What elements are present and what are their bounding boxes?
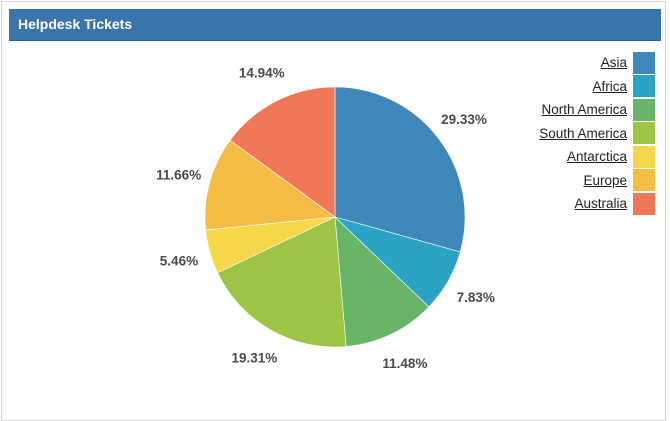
- legend-label[interactable]: Asia: [600, 55, 627, 71]
- legend-label[interactable]: Antarctica: [566, 149, 627, 165]
- pie-percent-label: 19.31%: [231, 351, 277, 366]
- legend-swatch: [633, 145, 655, 168]
- pie-percent-label: 11.48%: [382, 356, 427, 371]
- legend-item-europe[interactable]: Europe: [539, 169, 655, 193]
- legend-label[interactable]: South America: [539, 125, 627, 141]
- pie-percent-label: 7.83%: [457, 290, 495, 305]
- legend-label[interactable]: Australia: [574, 196, 627, 212]
- legend-item-north-america[interactable]: North America: [539, 98, 655, 122]
- pie-slice-south-america[interactable]: [217, 216, 347, 348]
- legend-swatch: [633, 192, 655, 215]
- legend-label[interactable]: Africa: [592, 78, 627, 94]
- legend-item-antarctica[interactable]: Antarctica: [539, 145, 655, 169]
- pie-labels: 29.33% 7.83% 11.48% 19.31% 5.46% 11.66% 14.94%: [156, 66, 495, 372]
- legend-swatch: [633, 169, 655, 192]
- legend-item-australia[interactable]: Australia: [539, 192, 655, 216]
- legend-label[interactable]: Europe: [583, 172, 627, 188]
- legend-swatch: [633, 122, 655, 145]
- legend-swatch: [633, 98, 655, 121]
- legend-item-south-america[interactable]: South America: [539, 122, 655, 146]
- legend-swatch: [633, 75, 655, 98]
- pie-percent-label: 14.94%: [239, 66, 285, 81]
- pie-slice-australia[interactable]: [229, 86, 336, 218]
- pie-chart: 29.33% 7.83% 11.48% 19.31% 5.46% 11.66% 14.94%: [156, 66, 495, 372]
- pie-percent-label: 29.33%: [441, 112, 487, 127]
- pie-slices: [204, 86, 466, 348]
- legend-swatch: [633, 51, 655, 74]
- panel-header: Helpdesk Tickets: [9, 9, 661, 41]
- chart-legend: Asia Africa North America South America …: [539, 51, 655, 216]
- legend-item-asia[interactable]: Asia: [539, 51, 655, 75]
- panel-title: Helpdesk Tickets: [18, 16, 133, 32]
- pie-percent-label: 11.66%: [156, 167, 201, 182]
- pie-slice-europe[interactable]: [204, 139, 336, 231]
- legend-item-africa[interactable]: Africa: [539, 75, 655, 99]
- legend-label[interactable]: North America: [541, 102, 627, 118]
- pie-percent-label: 5.46%: [160, 254, 198, 269]
- pie-slice-asia[interactable]: [334, 86, 466, 253]
- pie-slice-north-america[interactable]: [334, 216, 430, 347]
